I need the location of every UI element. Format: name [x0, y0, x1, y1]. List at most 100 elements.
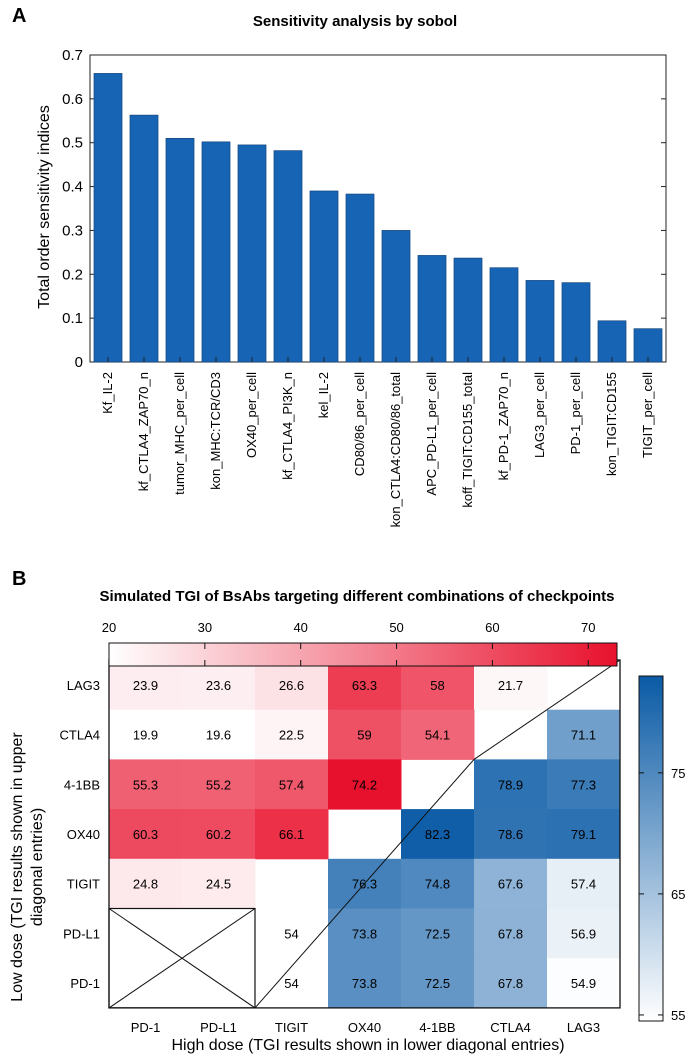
heatmap-cell	[547, 858, 621, 909]
y-tick-label: 0	[75, 354, 83, 371]
bar	[165, 138, 195, 363]
heatmap-cell	[182, 759, 256, 810]
column-label: PD-L1	[200, 1020, 237, 1035]
heatmap-cell	[474, 958, 548, 1009]
cell-value: 19.9	[133, 728, 158, 743]
cell-value: 72.5	[425, 976, 450, 991]
y-tick-label: 0.1	[62, 310, 83, 327]
cell-value: 23.9	[133, 678, 158, 693]
bar	[237, 144, 267, 363]
x-tick-label: kf_CTLA4_ZAP70_n	[136, 372, 151, 491]
y-tick-label: 0.5	[62, 135, 83, 152]
cell-value: 21.7	[498, 678, 523, 693]
cell-value: 55.3	[133, 777, 158, 792]
cell-value: 55.2	[206, 777, 231, 792]
bar	[273, 150, 303, 363]
panel-b-xlabel: High dose (TGI results shown in lower di…	[171, 1037, 564, 1054]
heatmap-cell	[401, 660, 475, 711]
heatmap-cell	[401, 858, 475, 909]
cell-value: 60.2	[206, 827, 231, 842]
heatmap-cell	[255, 908, 329, 959]
bar	[489, 267, 519, 363]
x-tick-label: kon_TIGIT:CD155	[604, 372, 619, 476]
colorbar-tick-label: 75	[671, 766, 685, 781]
column-label: LAG3	[567, 1020, 600, 1035]
x-tick-label: tumor_MHC_per_cell	[172, 372, 187, 495]
panel-b-ylabel-line2: diagonal entries)	[29, 808, 46, 926]
colorbar-tick-label: 65	[671, 887, 685, 902]
heatmap-cell	[182, 809, 256, 860]
colorbar-tick-label: 50	[389, 620, 403, 635]
cell-value: 72.5	[425, 926, 450, 941]
cell-value: 78.9	[498, 777, 523, 792]
y-tick-label: 0.6	[62, 91, 83, 108]
bar	[453, 257, 483, 363]
cell-value: 77.3	[571, 777, 596, 792]
cell-value: 74.2	[352, 777, 377, 792]
heatmap-cell	[328, 660, 402, 711]
panel-a-title: Sensitivity analysis by sobol	[253, 13, 457, 30]
heatmap-cell	[182, 858, 256, 909]
y-tick-label: 0.4	[62, 179, 83, 196]
heatmap-cell	[401, 908, 475, 959]
x-tick-label: kon_CTLA4:CD80/86_total	[388, 372, 403, 527]
cell-value: 56.9	[571, 926, 596, 941]
colorbar-tick-label: 60	[485, 620, 499, 635]
x-tick-label: LAG3_per_cell	[532, 372, 547, 458]
heatmap-cell	[401, 809, 475, 860]
heatmap-cell	[474, 809, 548, 860]
panel-a-ylabel: Total order sensitivity indices	[36, 105, 53, 309]
bar	[381, 230, 411, 363]
bar	[201, 141, 231, 363]
column-label: CTLA4	[490, 1020, 530, 1035]
cell-value: 79.1	[571, 827, 596, 842]
cell-value: 58	[430, 678, 444, 693]
heatmap-cell	[328, 759, 402, 810]
x-tick-label: kel_IL-2	[316, 372, 331, 418]
y-tick-label: 0.3	[62, 222, 83, 239]
heatmap-cell	[255, 660, 329, 711]
heatmap-cell	[474, 858, 548, 909]
heatmap-cell	[547, 908, 621, 959]
heatmap-cell	[328, 958, 402, 1009]
cell-value: 82.3	[425, 827, 450, 842]
x-tick-label: Kf_IL-2	[100, 372, 115, 414]
bar	[345, 193, 375, 363]
x-tick-label: kf_PD-1_ZAP70_n	[496, 372, 511, 480]
bar	[597, 320, 627, 363]
colorbar-tick-label: 40	[293, 620, 307, 635]
x-tick-label: koff_TIGIT:CD155_total	[460, 372, 475, 508]
cell-value: 63.3	[352, 678, 377, 693]
row-label: TIGIT	[67, 877, 100, 892]
diagonal-line	[254, 759, 475, 1009]
heatmap: 23.9 23.6 26.6 63.3 58 21.7 19.9 19.6 22.5 59 54.1…	[60, 659, 621, 1035]
x-tick-label: PD-1_per_cell	[568, 372, 583, 454]
heatmap-cell	[328, 709, 402, 760]
heatmap-cell	[109, 858, 183, 909]
cell-value: 24.5	[206, 877, 231, 892]
column-label: OX40	[348, 1020, 381, 1035]
panel-a-label: A	[12, 5, 26, 27]
low-dose-colorbar: 20 30 40 50 60 70	[102, 620, 618, 667]
cell-value: 73.8	[352, 926, 377, 941]
x-tick-label: OX40_per_cell	[244, 372, 259, 458]
row-label: LAG3	[67, 678, 100, 693]
cell-value: 67.8	[498, 926, 523, 941]
x-tick-label: CD80/86_per_cell	[352, 372, 367, 476]
heatmap-cell	[401, 709, 475, 760]
cell-value: 71.1	[571, 728, 596, 743]
heatmap-cell	[547, 958, 621, 1009]
bar	[525, 280, 555, 363]
cell-value: 73.8	[352, 976, 377, 991]
heatmap-cell	[109, 660, 183, 711]
colorbar-gradient	[108, 642, 618, 667]
cell-value: 22.5	[279, 728, 304, 743]
cell-value: 78.6	[498, 827, 523, 842]
x-tick-label: APC_PD-L1_per_cell	[424, 372, 439, 496]
panel-b-label: B	[12, 568, 26, 590]
na-box	[108, 907, 256, 1009]
cell-value: 24.8	[133, 877, 158, 892]
row-label: PD-1	[70, 976, 100, 991]
high-dose-colorbar: 55 65 75	[638, 675, 685, 1023]
heatmap-cell	[182, 709, 256, 760]
